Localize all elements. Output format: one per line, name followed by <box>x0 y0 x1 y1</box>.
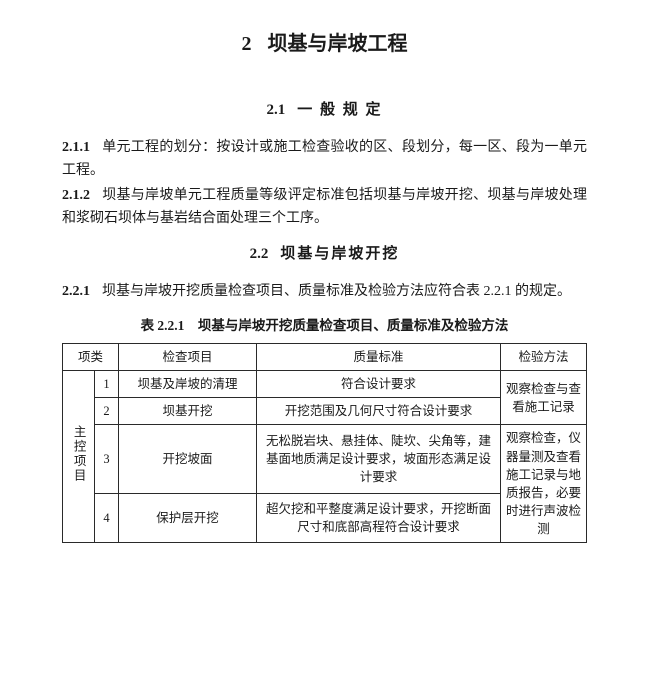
td-category: 主控项目 <box>63 371 95 543</box>
category-label: 主控项目 <box>69 425 87 483</box>
th-standard: 质量标准 <box>257 344 501 371</box>
td-standard: 无松脱岩块、悬挂体、陡坎、尖角等，建基面地质满足设计要求，坡面形态满足设计要求 <box>257 425 501 494</box>
chapter-number: 2 <box>242 33 252 55</box>
td-method: 观察检查与查看施工记录 <box>501 371 587 425</box>
chapter-title: 2 坝基与岸坡工程 <box>62 28 587 60</box>
td-no: 4 <box>95 494 119 543</box>
td-item: 保护层开挖 <box>119 494 257 543</box>
table-caption: 表 2.2.1 坝基与岸坡开挖质量检查项目、质量标准及检验方法 <box>62 315 587 337</box>
clause-2-1-1: 2.1.1单元工程的划分：按设计或施工检查验收的区、段划分，每一区、段为一单元工… <box>62 136 587 182</box>
th-category: 项类 <box>63 344 119 371</box>
td-no: 1 <box>95 371 119 398</box>
td-standard: 符合设计要求 <box>257 371 501 398</box>
td-no: 2 <box>95 398 119 425</box>
td-method: 观察检查，仪器量测及查看施工记录与地质报告，必要时进行声波检测 <box>501 425 587 543</box>
table-header-row: 项类 检查项目 质量标准 检验方法 <box>63 344 587 371</box>
td-standard: 开挖范围及几何尺寸符合设计要求 <box>257 398 501 425</box>
table-row: 3 开挖坡面 无松脱岩块、悬挂体、陡坎、尖角等，建基面地质满足设计要求，坡面形态… <box>63 425 587 494</box>
section-2-1-title-text: 一 般 规 定 <box>297 102 382 118</box>
section-2-2-number: 2.2 <box>250 246 269 262</box>
clause-2-1-2-num: 2.1.2 <box>62 188 90 203</box>
quality-table: 项类 检查项目 质量标准 检验方法 主控项目 1 坝基及岸坡的清理 符合设计要求… <box>62 343 587 543</box>
clause-2-1-1-num: 2.1.1 <box>62 140 90 155</box>
clause-2-2-1-text: 坝基与岸坡开挖质量检查项目、质量标准及检验方法应符合表 2.2.1 的规定。 <box>102 284 571 299</box>
td-item: 坝基及岸坡的清理 <box>119 371 257 398</box>
clause-2-2-1: 2.2.1 坝基与岸坡开挖质量检查项目、质量标准及检验方法应符合表 2.2.1 的… <box>62 280 587 303</box>
section-2-1-number: 2.1 <box>266 102 285 118</box>
clause-2-1-1-text: 单元工程的划分：按设计或施工检查验收的区、段划分，每一区、段为一单元工程。 <box>62 140 587 178</box>
chapter-title-text: 坝基与岸坡工程 <box>268 33 408 55</box>
th-method: 检验方法 <box>501 344 587 371</box>
td-item: 开挖坡面 <box>119 425 257 494</box>
section-2-2-title: 2.2 坝基与岸坡开挖 <box>62 242 587 266</box>
th-check-item: 检查项目 <box>119 344 257 371</box>
section-2-1-title: 2.1 一 般 规 定 <box>62 98 587 122</box>
clause-2-1-2: 2.1.2坝基与岸坡单元工程质量等级评定标准包括坝基与岸坡开挖、坝基与岸坡处理和… <box>62 184 587 230</box>
clause-2-1-2-text: 坝基与岸坡单元工程质量等级评定标准包括坝基与岸坡开挖、坝基与岸坡处理和浆砌石坝体… <box>62 188 587 226</box>
td-no: 3 <box>95 425 119 494</box>
table-row: 主控项目 1 坝基及岸坡的清理 符合设计要求 观察检查与查看施工记录 <box>63 371 587 398</box>
td-item: 坝基开挖 <box>119 398 257 425</box>
clause-2-2-1-num: 2.2.1 <box>62 284 90 299</box>
section-2-2-title-text: 坝基与岸坡开挖 <box>280 246 399 262</box>
td-standard: 超欠挖和平整度满足设计要求，开挖断面尺寸和底部高程符合设计要求 <box>257 494 501 543</box>
